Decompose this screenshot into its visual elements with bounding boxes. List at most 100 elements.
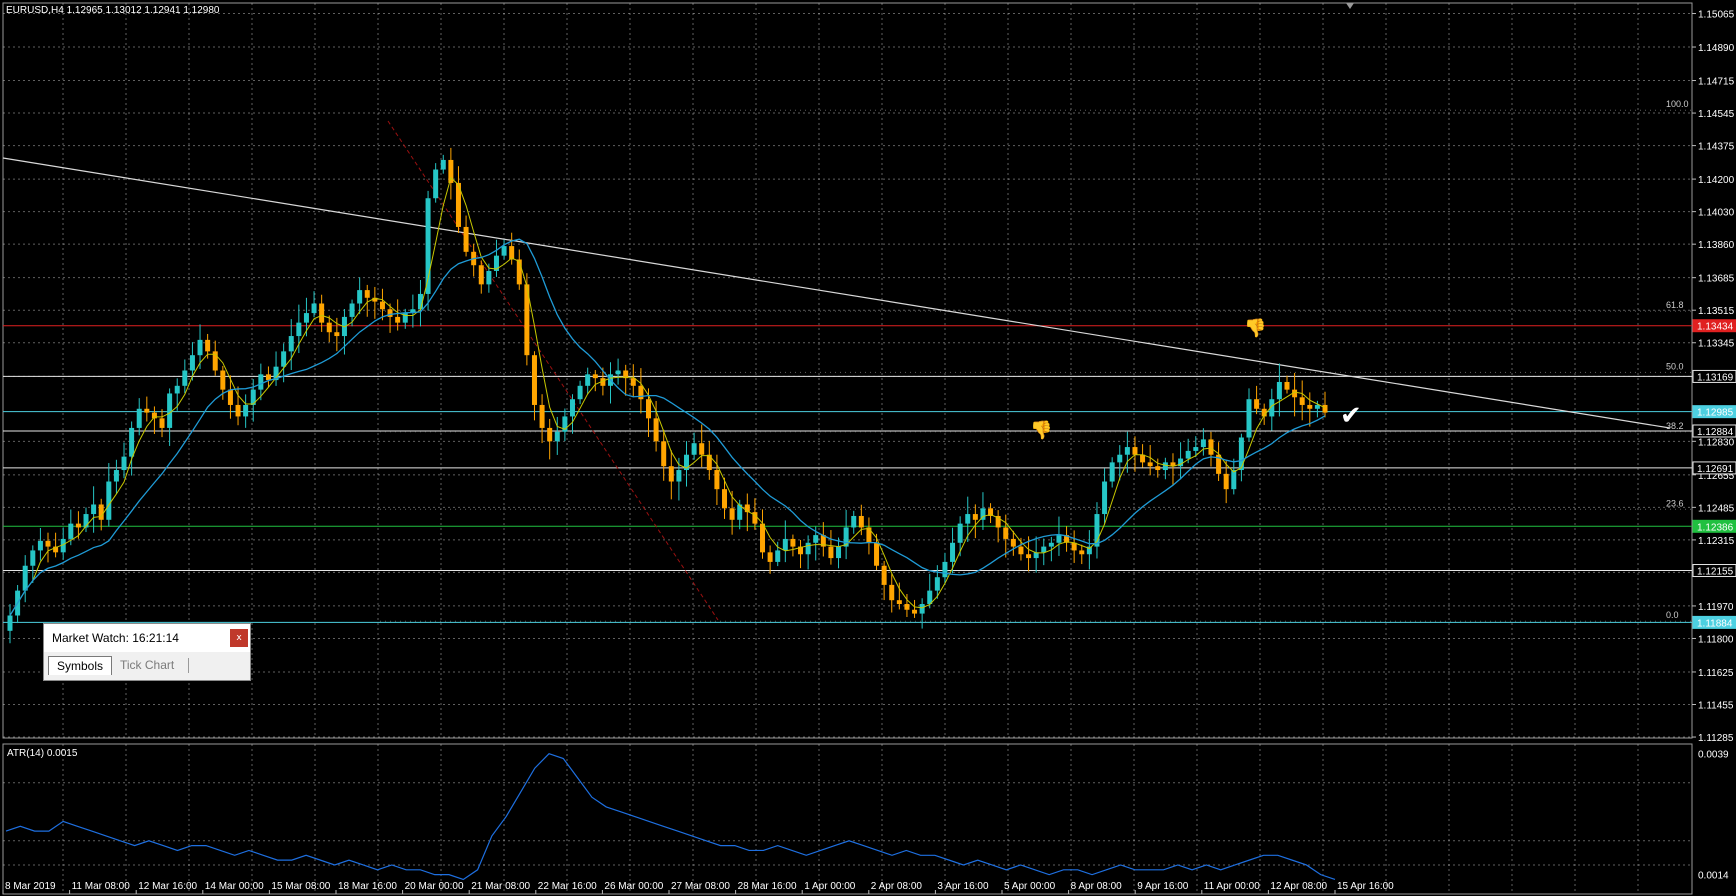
candle-body xyxy=(478,265,484,285)
price-level-label: 1.12691 xyxy=(1697,464,1734,475)
y-tick-label: 1.12315 xyxy=(1698,536,1735,547)
y-tick-label: 1.12655 xyxy=(1698,471,1735,482)
candle-body xyxy=(129,427,135,457)
candle-body xyxy=(1041,546,1047,553)
candle-body xyxy=(37,540,43,551)
x-tick-label: 15 Mar 08:00 xyxy=(271,881,330,892)
candle-body xyxy=(113,470,119,482)
price-level-tag xyxy=(1692,615,1736,629)
x-tick-label: 20 Mar 00:00 xyxy=(405,881,464,892)
candle-body xyxy=(585,374,591,386)
candle-body xyxy=(1071,542,1077,551)
candle-body xyxy=(1193,447,1199,451)
atr-pane-frame xyxy=(2,743,1693,895)
candle-body xyxy=(927,590,933,605)
candle-body xyxy=(319,303,325,323)
candle-body xyxy=(227,389,233,405)
candle-body xyxy=(699,443,705,455)
price-level-tag xyxy=(1692,519,1736,533)
candle-body xyxy=(205,339,211,352)
price-level-tag xyxy=(1692,564,1736,578)
x-tick-label: 2 Apr 08:00 xyxy=(871,881,923,892)
x-tick-label: 11 Apr 00:00 xyxy=(1204,881,1260,892)
candle-body xyxy=(798,546,804,555)
price-level-label: 1.12884 xyxy=(1697,427,1734,438)
market-watch-panel[interactable]: Market Watch: 16:21:14 x Symbols Tick Ch… xyxy=(43,623,251,681)
trend-line xyxy=(2,157,1671,429)
candle-body xyxy=(942,561,948,578)
fib-level-label: 50.0 xyxy=(1666,361,1684,371)
thumbs-down-icon: 👎 xyxy=(1030,420,1052,440)
shift-marker-icon xyxy=(1346,3,1354,9)
y-tick-label: 1.11970 xyxy=(1698,602,1734,613)
candle-body xyxy=(144,408,150,413)
x-tick-label: 12 Mar 16:00 xyxy=(138,881,197,892)
candle-body xyxy=(684,454,690,471)
candle-body xyxy=(189,355,195,371)
candle-body xyxy=(866,527,872,543)
candle-body xyxy=(957,523,963,543)
candle-body xyxy=(531,355,537,405)
price-level-tag xyxy=(1692,369,1736,383)
candle-body xyxy=(440,159,446,170)
x-tick-label: 21 Mar 08:00 xyxy=(471,881,530,892)
fib-level-label: 23.6 xyxy=(1666,498,1684,508)
candle-body xyxy=(813,535,819,543)
candle-body xyxy=(311,303,317,314)
candle-body xyxy=(509,246,515,260)
candle-body xyxy=(136,408,142,428)
candle-body xyxy=(889,584,895,601)
candle-body xyxy=(349,303,355,317)
market-watch-titlebar[interactable]: Market Watch: 16:21:14 x xyxy=(44,624,250,652)
candle-body xyxy=(167,393,173,428)
y-tick-label: 1.11800 xyxy=(1698,634,1734,645)
candle-body xyxy=(950,542,956,562)
candle-body xyxy=(486,270,492,285)
close-icon[interactable]: x xyxy=(230,629,248,647)
candle-body xyxy=(1185,450,1191,459)
candle-body xyxy=(334,332,340,337)
candle-body xyxy=(1094,514,1100,547)
candle-body xyxy=(1109,462,1115,482)
y-tick-label: 1.13860 xyxy=(1698,240,1735,251)
candle-body xyxy=(243,404,249,417)
candle-body xyxy=(980,508,986,520)
price-pane-frame xyxy=(2,2,1693,739)
candle-body xyxy=(1155,466,1161,471)
candle-body xyxy=(395,316,401,323)
candle-body xyxy=(645,399,651,419)
candle-body xyxy=(995,515,1001,528)
x-tick-label: 26 Mar 00:00 xyxy=(604,881,663,892)
candle-body xyxy=(1216,454,1222,474)
candle-body xyxy=(1299,397,1305,405)
tab-tick-chart[interactable]: Tick Chart xyxy=(120,658,175,672)
candle-body xyxy=(250,389,256,405)
candle-body xyxy=(91,504,97,515)
candle-body xyxy=(501,246,507,256)
candle-body xyxy=(1102,481,1108,515)
candle-body xyxy=(75,523,81,528)
y-tick-label: 1.15065 xyxy=(1698,10,1735,21)
x-tick-label: 11 Mar 08:00 xyxy=(72,881,131,892)
candle-body xyxy=(1117,454,1123,463)
candle-body xyxy=(1170,462,1176,467)
candle-body xyxy=(623,370,629,379)
candle-body xyxy=(1314,404,1320,409)
candle-body xyxy=(1178,458,1184,467)
candle-body xyxy=(1269,399,1275,417)
candle-body xyxy=(729,508,735,520)
candle-body xyxy=(45,540,51,547)
candle-body xyxy=(965,514,971,524)
candle-body xyxy=(159,418,165,428)
candle-body xyxy=(592,374,598,379)
candle-body xyxy=(7,615,13,631)
candle-body xyxy=(858,515,864,528)
tab-symbols[interactable]: Symbols xyxy=(48,656,113,675)
y-tick-label: 1.14375 xyxy=(1698,142,1735,153)
y-tick-label: 1.14890 xyxy=(1698,43,1735,54)
candle-body xyxy=(455,182,461,227)
x-tick-label: 28 Mar 16:00 xyxy=(738,881,797,892)
fib-level-label: 61.8 xyxy=(1666,300,1684,310)
candle-body xyxy=(737,504,743,520)
